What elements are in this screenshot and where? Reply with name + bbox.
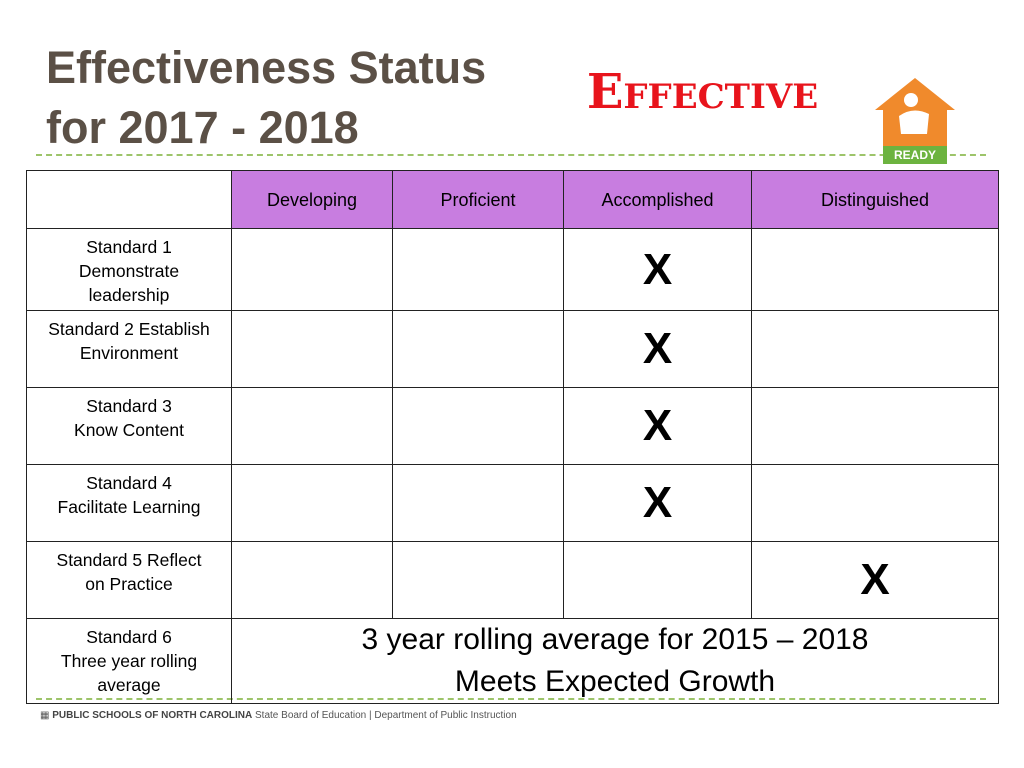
empty-cell [231,228,393,311]
rating-mark: X [563,310,752,388]
header-row: Developing Proficient Accomplished Distingu… [26,170,999,229]
logo: READY [875,78,955,164]
summary-line: 3 year rolling average for 2015 – 2018 [361,623,869,656]
column-header: Accomplished [563,170,752,229]
empty-cell [392,310,564,388]
empty-cell [392,541,564,619]
empty-cell [392,228,564,311]
row-label: Standard 6 Three year rolling average [26,618,232,704]
empty-cell [231,464,393,542]
title: Effectiveness Status for 2017 - 2018 [46,38,486,158]
column-header: Distinguished [751,170,999,229]
column-header: Proficient [392,170,564,229]
empty-cell [392,387,564,465]
footer-departments: State Board of Education | Department of… [255,710,517,721]
footer-org: PUBLIC SCHOOLS OF NORTH CAROLINA [52,710,253,721]
row-label: Standard 1 Demonstrate leadership [26,228,232,311]
empty-cell [231,310,393,388]
row-label: Standard 5 Reflect on Practice [26,541,232,619]
divider [36,154,986,156]
stamp: Effective [586,64,819,120]
logo-text: READY [894,148,936,162]
rating-mark: X [751,541,999,619]
table-row: Standard 3 Know Content X [26,387,999,465]
rating-mark: X [563,464,752,542]
row-label: Standard 2 Establish Environment [26,310,232,388]
empty-cell [751,310,999,388]
rating-mark: X [563,387,752,465]
table-row: Standard 4 Facilitate Learning X [26,464,999,542]
empty-cell [751,464,999,542]
row-label: Standard 4 Facilitate Learning [26,464,232,542]
empty-cell [231,387,393,465]
rating-mark: X [563,228,752,311]
empty-cell [751,228,999,311]
summary-row: Standard 6 Three year rolling average 3 y… [26,618,999,704]
row-label: Standard 3 Know Content [26,387,232,465]
table-row: Standard 5 Reflect on Practice X [26,541,999,619]
column-header: Developing [231,170,393,229]
footer: ▦ PUBLIC SCHOOLS OF NORTH CAROLINA State… [40,710,517,721]
summary-line: Meets Expected Growth [454,665,776,698]
summary-cell: 3 year rolling average for 2015 – 2018 Me… [231,618,999,704]
title-line: for 2017 - 2018 [46,102,359,153]
empty-cell [751,387,999,465]
empty-cell [231,541,393,619]
title-line: Effectiveness Status [46,42,487,93]
corner-cell [26,170,232,229]
table-row: Standard 2 Establish Environment X [26,310,999,388]
empty-cell [392,464,564,542]
status-table: Developing Proficient Accomplished Distingu… [26,170,999,704]
empty-cell [563,541,752,619]
table-row: Standard 1 Demonstrate leadership X [26,228,999,311]
